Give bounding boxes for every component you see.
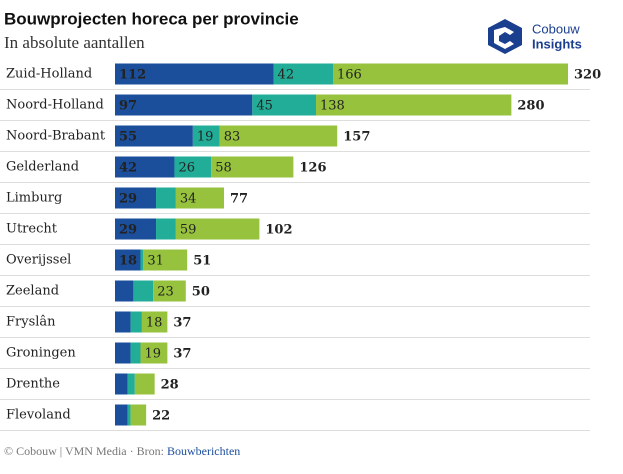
category-label: Noord-Brabant bbox=[6, 129, 106, 144]
value-label: 97 bbox=[119, 99, 137, 114]
total-label: 28 bbox=[161, 378, 179, 393]
bar-segment bbox=[192, 125, 220, 147]
value-label: 23 bbox=[157, 285, 174, 300]
bar-segment bbox=[115, 125, 193, 147]
category-label: Utrecht bbox=[6, 222, 58, 237]
chart-title: Bouwprojecten horeca per provincie bbox=[4, 9, 299, 28]
value-label: 19 bbox=[144, 347, 161, 362]
category-label: Zeeland bbox=[6, 284, 59, 299]
bar-segment bbox=[127, 404, 131, 426]
value-label: 42 bbox=[278, 68, 295, 83]
bar-segment bbox=[115, 187, 157, 209]
total-label: 37 bbox=[173, 347, 191, 362]
bar-segment bbox=[115, 94, 253, 116]
value-label: 34 bbox=[180, 192, 197, 207]
bar-segment bbox=[174, 156, 212, 178]
category-label: Gelderland bbox=[6, 160, 79, 175]
bar-segment bbox=[333, 63, 568, 85]
bar-segment bbox=[141, 311, 168, 333]
category-label: Drenthe bbox=[6, 377, 60, 392]
bar-segment bbox=[156, 218, 176, 240]
bar-segment bbox=[130, 342, 141, 364]
bar-segment bbox=[252, 94, 317, 116]
value-label: 83 bbox=[224, 130, 241, 145]
bar-segment bbox=[273, 63, 334, 85]
value-label: 42 bbox=[119, 161, 137, 176]
total-label: 51 bbox=[193, 254, 211, 269]
logo-text: Insights bbox=[532, 36, 582, 51]
bar-segment bbox=[115, 342, 131, 364]
bar-segment bbox=[211, 156, 294, 178]
bar-segment bbox=[143, 249, 188, 271]
value-label: 18 bbox=[119, 254, 137, 269]
total-label: 320 bbox=[574, 68, 601, 83]
bar-segment bbox=[115, 404, 128, 426]
value-label: 59 bbox=[180, 223, 197, 238]
value-label: 31 bbox=[147, 254, 164, 269]
bar-segment bbox=[115, 280, 134, 302]
category-label: Groningen bbox=[6, 346, 76, 361]
logo-icon bbox=[488, 19, 522, 54]
bar-segment bbox=[115, 156, 175, 178]
total-label: 102 bbox=[265, 223, 292, 238]
bar-segment bbox=[140, 249, 144, 271]
footer: © Cobouw | VMN Media · Bron: Bouwbericht… bbox=[4, 444, 240, 458]
category-label: Noord-Holland bbox=[6, 98, 104, 113]
category-label: Zuid-Holland bbox=[6, 67, 92, 82]
bar-segment bbox=[127, 373, 135, 395]
bar-segment bbox=[115, 373, 128, 395]
value-label: 29 bbox=[119, 192, 137, 207]
bar-segment bbox=[134, 373, 155, 395]
category-label: Fryslân bbox=[6, 315, 56, 330]
value-label: 18 bbox=[146, 316, 163, 331]
bar-segment bbox=[140, 342, 168, 364]
total-label: 77 bbox=[230, 192, 248, 207]
value-label: 26 bbox=[178, 161, 195, 176]
bar-segment bbox=[115, 63, 274, 85]
total-label: 280 bbox=[517, 99, 544, 114]
bar-segment bbox=[153, 280, 186, 302]
bar-segment bbox=[156, 187, 176, 209]
value-label: 55 bbox=[119, 130, 137, 145]
logo: Cobouw Insights bbox=[488, 19, 582, 54]
value-label: 29 bbox=[119, 223, 137, 238]
footer-text: © Cobouw | VMN Media · Bron: bbox=[4, 444, 167, 458]
bar-segment bbox=[175, 218, 260, 240]
total-label: 157 bbox=[343, 130, 370, 145]
bar-segment bbox=[115, 249, 141, 271]
bar-segment bbox=[115, 311, 131, 333]
value-label: 166 bbox=[337, 68, 362, 83]
value-label: 58 bbox=[215, 161, 232, 176]
category-label: Limburg bbox=[6, 191, 62, 206]
footer-link[interactable]: Bouwberichten bbox=[167, 444, 240, 458]
chart-subtitle: In absolute aantallen bbox=[4, 33, 145, 52]
total-label: 50 bbox=[192, 285, 210, 300]
value-label: 45 bbox=[256, 99, 273, 114]
bar-segment bbox=[175, 187, 225, 209]
bar-segment bbox=[133, 280, 154, 302]
value-label: 19 bbox=[197, 130, 214, 145]
bar-segment bbox=[115, 218, 157, 240]
bar-segment bbox=[130, 311, 142, 333]
value-label: 112 bbox=[119, 68, 146, 83]
bar-segment bbox=[219, 125, 338, 147]
total-label: 37 bbox=[173, 316, 191, 331]
logo-text: Cobouw bbox=[532, 21, 580, 36]
logo-icon-inner bbox=[494, 27, 514, 49]
bar-segment bbox=[130, 404, 147, 426]
total-label: 126 bbox=[299, 161, 326, 176]
value-label: 138 bbox=[320, 99, 345, 114]
category-label: Overijssel bbox=[6, 253, 71, 268]
bar-segment bbox=[316, 94, 512, 116]
category-label: Flevoland bbox=[6, 408, 71, 423]
total-label: 22 bbox=[152, 409, 170, 424]
